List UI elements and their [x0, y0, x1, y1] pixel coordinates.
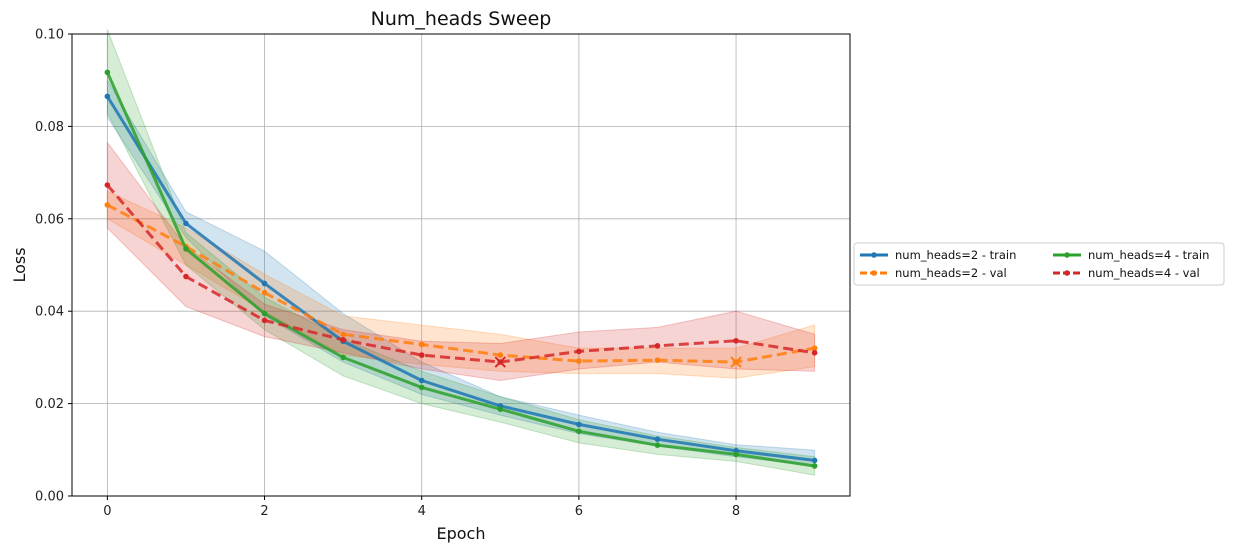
best-epoch-marker [494, 356, 507, 368]
data-point [654, 436, 661, 442]
data-point [340, 337, 346, 343]
legend-swatch-marker [1064, 270, 1070, 276]
data-point [183, 246, 189, 252]
data-point [497, 406, 504, 412]
legend-swatch-marker [871, 252, 877, 258]
data-point [340, 331, 346, 338]
legend-label: num_heads=4 - val [1088, 266, 1200, 280]
data-point [576, 428, 582, 435]
data-point [654, 357, 661, 363]
data-point [261, 280, 268, 287]
data-point [811, 345, 818, 351]
data-point [497, 352, 504, 358]
y-tick-label: 0.06 [35, 212, 64, 227]
legend: num_heads=2 - train num_heads=2 - val num_… [853, 242, 1225, 286]
confidence-band [106, 29, 816, 476]
series-line-layer [104, 69, 818, 469]
data-point [104, 202, 111, 208]
plot-frame [71, 33, 851, 497]
x-tick-label: 6 [575, 504, 583, 519]
legend-item: num_heads=4 - train [1053, 248, 1209, 262]
data-point [261, 317, 268, 324]
legend-item: num_heads=4 - val [1053, 266, 1200, 280]
axis-layer: 0 2 4 6 8 0.00 0.02 0.04 0.06 0.08 0.10 [35, 28, 851, 519]
legend-swatch-marker [871, 270, 877, 276]
legend-item: num_heads=2 - val [860, 266, 1007, 280]
data-point [576, 358, 582, 364]
data-point [183, 273, 189, 280]
data-point [104, 69, 111, 76]
data-point [340, 354, 346, 361]
data-point [811, 349, 818, 356]
x-tick-label: 8 [732, 504, 740, 519]
data-point [733, 337, 739, 344]
x-tick-label: 0 [103, 504, 111, 519]
legend-item: num_heads=2 - train [860, 248, 1016, 262]
data-point [576, 421, 582, 428]
best-marker-stroke [730, 356, 742, 368]
data-point [811, 463, 818, 469]
confidence-band [106, 141, 816, 382]
legend-label: num_heads=2 - train [895, 248, 1016, 262]
confidence-band [106, 190, 816, 379]
data-point [418, 377, 425, 384]
series-line [105, 71, 815, 468]
data-point [576, 348, 582, 355]
legend-label: num_heads=2 - val [895, 266, 1007, 280]
data-point [418, 352, 425, 358]
data-point [261, 310, 268, 317]
data-point [261, 289, 268, 296]
chart-title: Num_heads Sweep [371, 8, 552, 30]
legend-swatch-marker [1064, 252, 1070, 258]
y-tick-label: 0.02 [35, 397, 64, 412]
data-point [104, 182, 111, 188]
x-tick-label: 4 [418, 504, 426, 519]
data-point [104, 93, 111, 100]
data-point [418, 341, 425, 348]
y-axis-label: Loss [10, 247, 29, 282]
data-point [654, 343, 661, 349]
x-tick-label: 2 [260, 504, 268, 519]
series-line [106, 203, 815, 364]
x-axis-label: Epoch [437, 524, 486, 543]
data-point [418, 384, 425, 391]
data-point [654, 442, 661, 448]
best-epoch-marker [730, 356, 742, 368]
series-line [106, 184, 815, 364]
data-point [183, 220, 189, 227]
y-tick-label: 0.04 [35, 305, 64, 320]
legend-box [853, 242, 1225, 286]
data-point [733, 451, 739, 458]
y-tick-label: 0.08 [35, 120, 64, 135]
legend-label: num_heads=4 - train [1088, 248, 1209, 262]
data-point [811, 457, 818, 464]
y-tick-label: 0.10 [35, 28, 64, 43]
y-tick-label: 0.00 [35, 490, 64, 505]
series-line [106, 95, 815, 462]
best-marker-stroke [494, 356, 507, 368]
